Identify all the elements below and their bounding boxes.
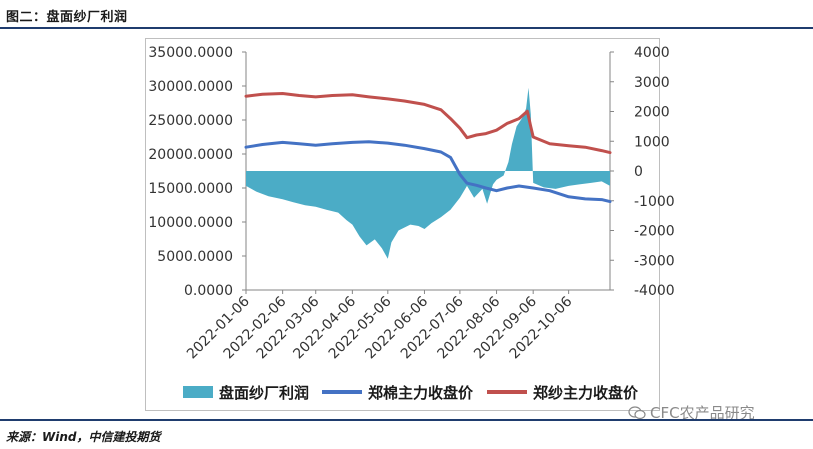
left-tick-label: 0.0000 <box>184 283 233 299</box>
right-tick-label: 1000 <box>634 134 670 150</box>
left-tick-label: 15000.0000 <box>148 181 233 197</box>
right-tick-label: 4000 <box>634 45 670 61</box>
left-tick-label: 20000.0000 <box>148 147 233 163</box>
right-tick-label: -1000 <box>634 194 675 210</box>
chat-bubble-icon <box>628 405 646 419</box>
legend-label: 盘面纱厂利润 <box>219 384 309 402</box>
right-tick-label: -2000 <box>634 224 675 240</box>
series-line-cotton-close <box>244 140 612 204</box>
header-rule <box>0 27 813 29</box>
footer-rule <box>0 419 813 421</box>
x-tick-label: 2022-10-06 <box>507 293 576 362</box>
right-tick-label: -4000 <box>634 283 675 299</box>
left-tick-label: 10000.0000 <box>148 215 233 231</box>
left-tick-label: 30000.0000 <box>148 79 233 95</box>
right-tick-label: -3000 <box>634 253 675 269</box>
source-note: 来源：Wind，中信建投期货 <box>6 430 161 444</box>
chart-frame <box>145 38 660 411</box>
left-tick-label: 35000.0000 <box>148 45 233 61</box>
legend-label: 郑棉主力收盘价 <box>368 384 474 402</box>
right-tick-label: 2000 <box>634 105 670 121</box>
watermark: CFC农产品研究 <box>628 402 755 423</box>
figure-title: 图二：盘面纱厂利润 <box>6 10 128 25</box>
right-tick-label: 0 <box>634 164 643 180</box>
left-tick-label: 25000.0000 <box>148 113 233 129</box>
series-area-mill-profit <box>246 87 610 259</box>
legend-swatch <box>183 386 213 398</box>
right-tick-label: 3000 <box>634 75 670 91</box>
left-tick-label: 5000.0000 <box>157 249 233 265</box>
legend-label: 郑纱主力收盘价 <box>533 384 639 402</box>
series-line-yarn-close <box>244 92 612 155</box>
watermark-text: CFC农产品研究 <box>650 404 755 422</box>
